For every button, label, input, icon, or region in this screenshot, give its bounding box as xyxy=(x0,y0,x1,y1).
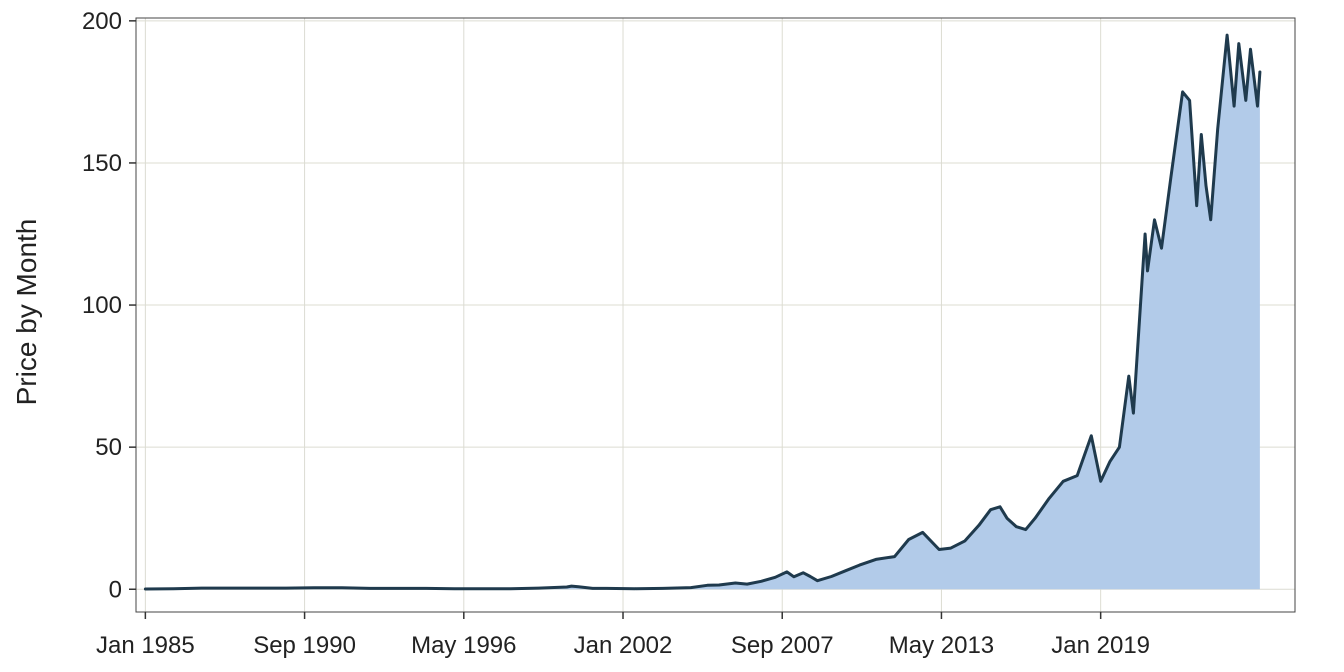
plot-frame xyxy=(135,17,1296,613)
axes-layer: 0 50 100 150 200 Jan 1985 Sep 1990 May 1996 Jan … xyxy=(82,8,1296,659)
grid-layer xyxy=(136,18,1295,612)
x-tick-label: May 2013 xyxy=(889,632,994,659)
x-tick-label: Jan 2002 xyxy=(574,632,673,659)
x-tick-label: Jan 1985 xyxy=(96,632,195,659)
y-tick-label: 100 xyxy=(82,292,122,319)
area-layer xyxy=(143,33,1262,591)
x-tick-label: Sep 1990 xyxy=(253,632,356,659)
price-line xyxy=(143,33,1262,591)
x-tick-label: Jan 2019 xyxy=(1051,632,1150,659)
price-area-fill xyxy=(145,35,1260,590)
y-tick-label: 150 xyxy=(82,150,122,177)
y-tick-label: 0 xyxy=(109,576,122,603)
x-tick-label: May 1996 xyxy=(411,632,516,659)
x-tick-label: Sep 2007 xyxy=(731,632,834,659)
y-tick-label: 200 xyxy=(82,8,122,35)
y-axis-title: Price by Month xyxy=(11,219,42,406)
y-tick-label: 50 xyxy=(95,434,122,461)
